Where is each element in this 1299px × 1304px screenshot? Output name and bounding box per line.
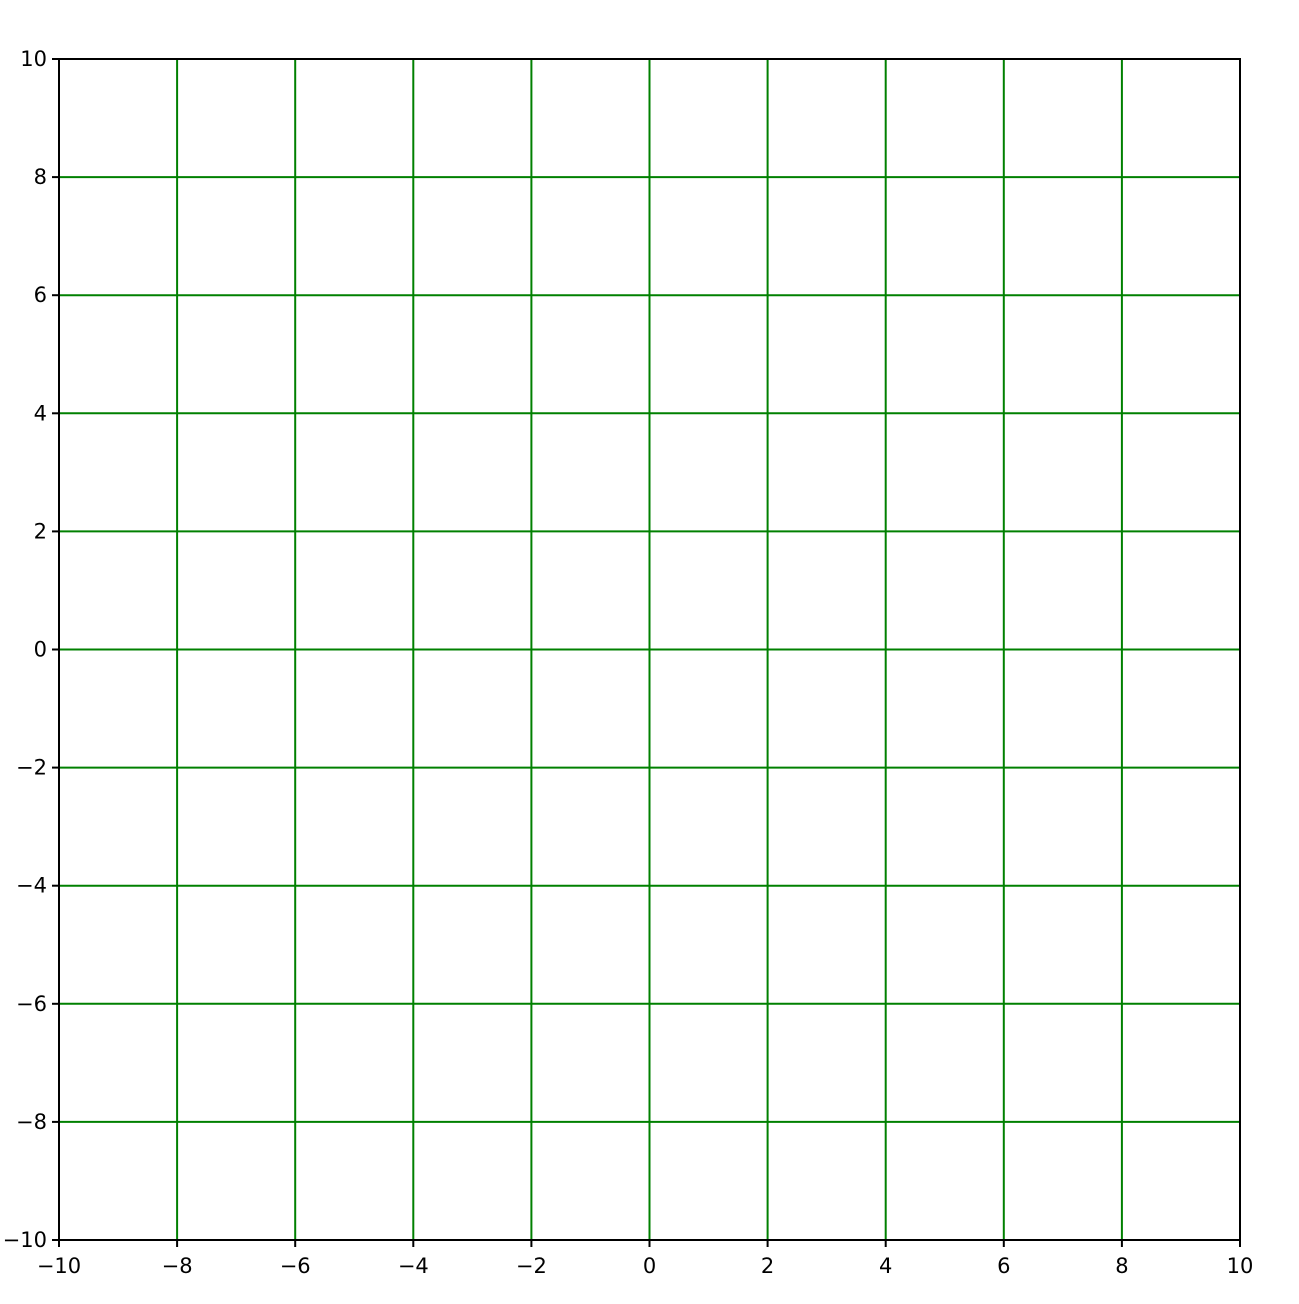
y-tick-label: 0 xyxy=(34,638,47,662)
x-tick-label: −8 xyxy=(162,1254,193,1278)
y-tick-label: 2 xyxy=(34,519,47,543)
x-tick-label: 6 xyxy=(997,1254,1010,1278)
y-tick-label: −4 xyxy=(16,874,47,898)
x-tick-label: −6 xyxy=(280,1254,311,1278)
x-tick-label: −4 xyxy=(398,1254,429,1278)
y-tick-label: 6 xyxy=(34,283,47,307)
x-tick-label: 8 xyxy=(1115,1254,1128,1278)
y-axis: −10 −8 −6 −4 −2 0 2 4 6 8 10 xyxy=(3,47,59,1252)
y-tick-label: −6 xyxy=(16,992,47,1016)
x-axis: −10 −8 −6 −4 −2 0 2 4 6 8 10 xyxy=(37,1240,1254,1278)
x-tick-label: 0 xyxy=(643,1254,656,1278)
y-tick-label: −8 xyxy=(16,1110,47,1134)
x-tick-label: 4 xyxy=(879,1254,892,1278)
grid xyxy=(58,58,1241,1241)
x-tick-label: 10 xyxy=(1227,1254,1254,1278)
x-tick-label: −2 xyxy=(516,1254,547,1278)
y-tick-label: −2 xyxy=(16,756,47,780)
x-tick-label: 2 xyxy=(761,1254,774,1278)
y-tick-label: 8 xyxy=(34,165,47,189)
x-tick-label: −10 xyxy=(37,1254,81,1278)
y-tick-label: 10 xyxy=(20,47,47,71)
y-tick-label: 4 xyxy=(34,401,47,425)
y-tick-label: −10 xyxy=(3,1228,47,1252)
